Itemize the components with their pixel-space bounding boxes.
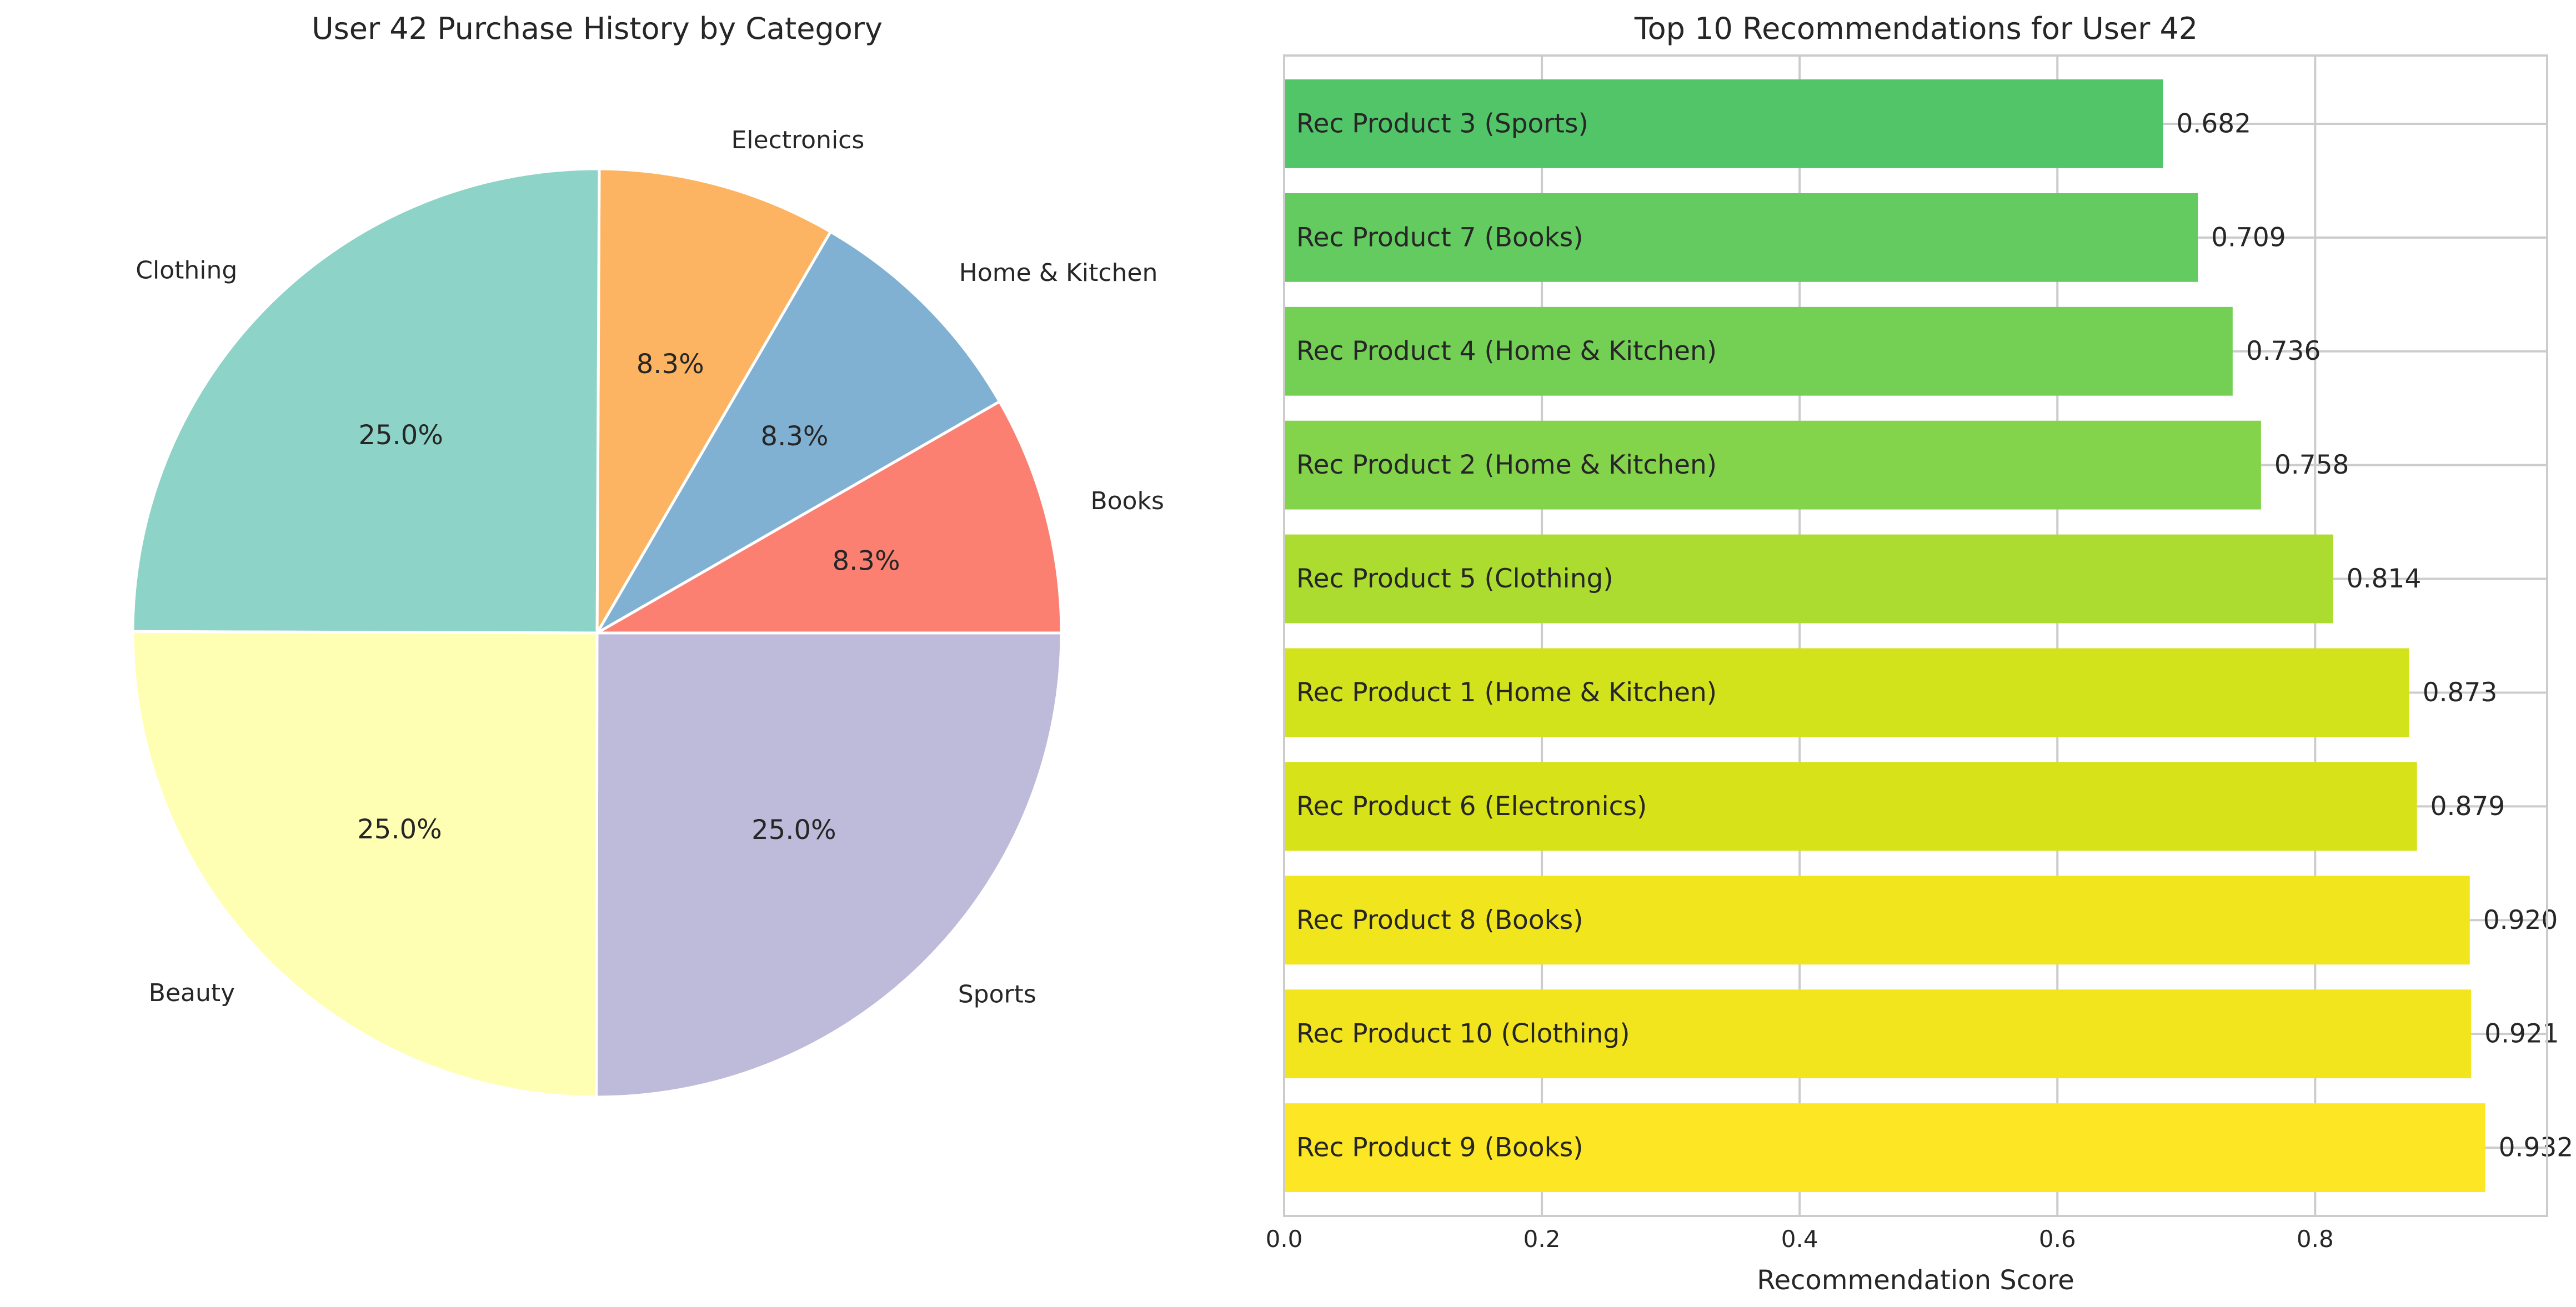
pie-label-electronics: Electronics	[731, 126, 864, 154]
bar-label: Rec Product 1 (Home & Kitchen)	[1296, 677, 1717, 708]
pie-label-home-kitchen: Home & Kitchen	[959, 259, 1158, 287]
x-tick-label: 0.2	[1523, 1225, 1561, 1253]
bar-value-label: 0.736	[2246, 336, 2321, 366]
bar-label: Rec Product 5 (Clothing)	[1296, 564, 1613, 594]
pie-pct-home-kitchen: 8.3%	[761, 421, 829, 452]
bar-rec-product-2-home-kitchen	[1284, 420, 2261, 510]
bar-label: Rec Product 6 (Electronics)	[1296, 791, 1647, 822]
bar-rec-product-4-home-kitchen	[1284, 306, 2233, 396]
bar-rec-product-3-sports	[1284, 79, 2163, 168]
bar-rec-product-8-books	[1284, 876, 2470, 965]
bar-label: Rec Product 7 (Books)	[1296, 222, 1583, 253]
bar-value-label: 0.709	[2211, 222, 2286, 253]
bar-value-label: 0.879	[2430, 791, 2505, 822]
pie-slice-sports	[595, 631, 1063, 1099]
pie-label-sports: Sports	[958, 980, 1036, 1008]
x-axis-label: Recommendation Score	[1757, 1265, 2074, 1296]
bar-label: Rec Product 4 (Home & Kitchen)	[1296, 336, 1717, 366]
x-tick-label: 0.0	[1266, 1225, 1303, 1253]
bar-rec-product-6-electronics	[1284, 762, 2417, 851]
bar-rec-product-9-books	[1284, 1103, 2485, 1192]
pie-slice-books	[592, 399, 1063, 635]
plot-frame	[1283, 54, 2548, 1217]
bar-label: Rec Product 9 (Books)	[1296, 1133, 1583, 1163]
pie-label-books: Books	[1090, 487, 1164, 515]
x-tick-label: 0.4	[1781, 1225, 1818, 1253]
bar-label: Rec Product 10 (Clothing)	[1296, 1019, 1630, 1049]
x-tick-label: 0.6	[2039, 1225, 2076, 1253]
bar-value-label: 0.920	[2483, 905, 2558, 936]
pie-chart: User 42 Purchase History by Category Boo…	[131, 11, 1164, 1099]
pie-pct-sports: 25.0%	[751, 815, 836, 846]
pie-slice-electronics	[595, 167, 833, 639]
pie-slices	[131, 167, 1063, 1099]
bar-value-label: 0.682	[2177, 108, 2252, 139]
bar-label: Rec Product 8 (Books)	[1296, 905, 1583, 936]
pie-pct-electronics: 8.3%	[637, 349, 704, 380]
bar-rec-product-1-home-kitchen	[1284, 648, 2409, 737]
pie-pct-clothing: 25.0%	[358, 420, 443, 451]
pie-labels: Books 8.3% Home & Kitchen 8.3% Electronics 8.…	[136, 126, 1164, 1008]
pie-slice-beauty	[131, 630, 599, 1099]
bar-rec-product-5-clothing	[1284, 534, 2333, 624]
bar-bars: Rec Product 9 (Books) 0.932 Rec Product 10…	[1284, 79, 2573, 1192]
bar-rec-product-7-books	[1284, 193, 2198, 282]
pie-label-beauty: Beauty	[149, 979, 235, 1007]
bar-chart: Top 10 Recommendations for User 42 Rec P…	[1266, 11, 2574, 1296]
bar-rec-product-10-clothing	[1284, 989, 2472, 1079]
pie-pct-books: 8.3%	[833, 546, 900, 577]
pie-slice-clothing	[131, 167, 601, 635]
bar-chart-title: Top 10 Recommendations for User 42	[1634, 11, 2198, 46]
pie-chart-title: User 42 Purchase History by Category	[312, 11, 883, 46]
pie-label-clothing: Clothing	[136, 257, 237, 285]
bar-value-label: 0.758	[2274, 450, 2349, 480]
bar-value-label: 0.873	[2423, 677, 2498, 708]
bar-label: Rec Product 3 (Sports)	[1296, 108, 1588, 139]
bar-value-label: 0.814	[2347, 564, 2422, 594]
bar-label: Rec Product 2 (Home & Kitchen)	[1296, 450, 1717, 480]
x-axis-ticks: 0.0 0.2 0.4 0.6 0.8	[1266, 1225, 2334, 1253]
pie-pct-beauty: 25.0%	[357, 814, 442, 845]
bar-value-label: 0.932	[2499, 1133, 2574, 1163]
pie-slice-home-kitchen	[593, 229, 1002, 637]
x-tick-label: 0.8	[2297, 1225, 2334, 1253]
